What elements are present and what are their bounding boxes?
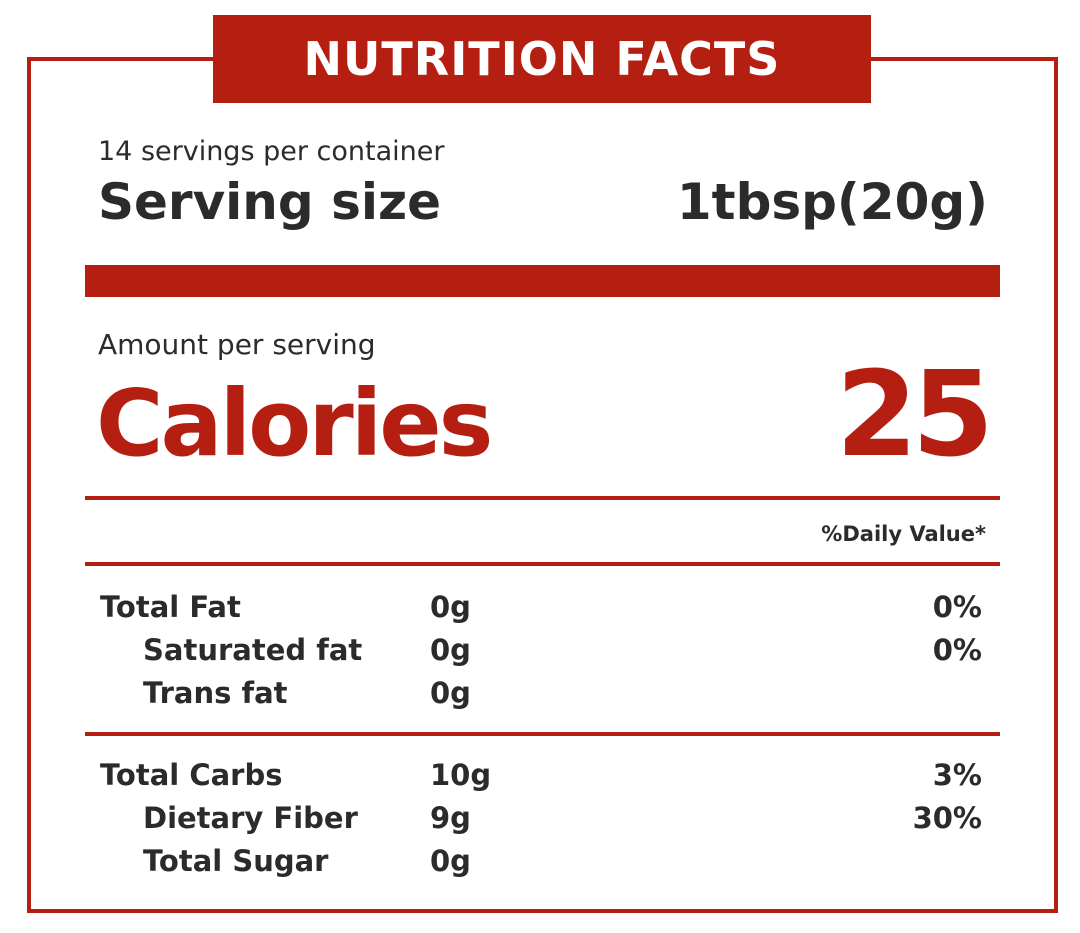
label-title: NUTRITION FACTS <box>213 15 871 103</box>
nutrient-daily-value: 3% <box>932 758 982 792</box>
daily-value-header: %Daily Value* <box>821 522 986 546</box>
nutrient-row-total-sugar: Total Sugar 0g <box>0 844 1080 886</box>
thick-divider <box>85 265 1000 297</box>
serving-size-label: Serving size <box>98 173 442 231</box>
nutrient-amount: 0g <box>430 676 471 710</box>
nutrient-name: Trans fat <box>143 676 288 710</box>
nutrient-name: Dietary Fiber <box>143 801 358 835</box>
nutrient-daily-value: 0% <box>932 590 982 624</box>
amount-per-serving: Amount per serving <box>98 328 376 361</box>
nutrient-row-saturated-fat: Saturated fat 0g 0% <box>0 633 1080 675</box>
divider <box>85 732 1000 736</box>
serving-size-value: 1tbsp(20g) <box>676 173 988 231</box>
nutrient-row-trans-fat: Trans fat 0g <box>0 676 1080 718</box>
calories-label: Calories <box>96 370 493 477</box>
nutrient-row-total-carbs: Total Carbs 10g 3% <box>0 758 1080 800</box>
nutrient-daily-value: 0% <box>932 633 982 667</box>
servings-per-container: 14 servings per container <box>98 136 445 167</box>
nutrient-amount: 0g <box>430 844 471 878</box>
nutrient-name: Saturated fat <box>143 633 363 667</box>
divider <box>85 496 1000 500</box>
nutrient-row-dietary-fiber: Dietary Fiber 9g 30% <box>0 801 1080 843</box>
nutrient-name: Total Fat <box>100 590 241 624</box>
nutrient-amount: 9g <box>430 801 471 835</box>
nutrient-daily-value: 30% <box>912 801 982 835</box>
nutrient-row-total-fat: Total Fat 0g 0% <box>0 590 1080 632</box>
nutrient-amount: 0g <box>430 590 471 624</box>
calories-value: 25 <box>835 345 994 483</box>
nutrient-name: Total Sugar <box>143 844 329 878</box>
nutrient-amount: 0g <box>430 633 471 667</box>
nutrient-name: Total Carbs <box>100 758 283 792</box>
divider <box>85 562 1000 566</box>
nutrient-amount: 10g <box>430 758 492 792</box>
